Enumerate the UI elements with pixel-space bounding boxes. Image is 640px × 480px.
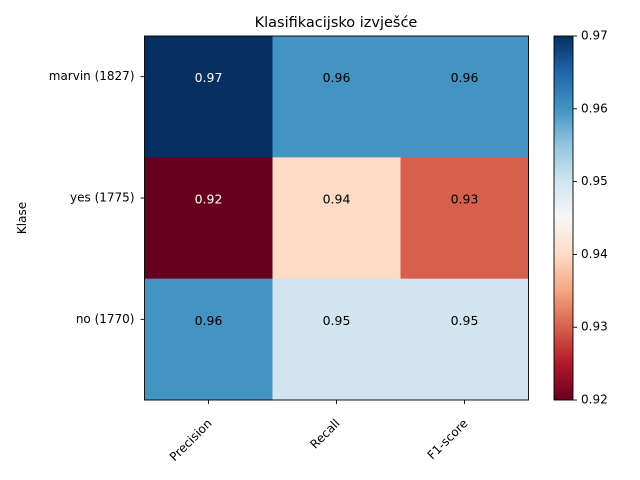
colorbar-tick-label: 0.95 (581, 174, 608, 188)
x-tick-label: F1-score (425, 416, 471, 462)
x-tick-label: Recall (307, 416, 342, 451)
colorbar-tick-label: 0.93 (581, 320, 608, 334)
y-tick-label: no (1770) (76, 312, 135, 326)
cell-value-label: 0.93 (451, 192, 479, 207)
x-tick-label: Precision (167, 416, 215, 464)
colorbar-tick-label: 0.97 (581, 29, 608, 43)
cell-value-label: 0.92 (195, 192, 223, 207)
y-tick-label: yes (1775) (70, 191, 134, 205)
x-axis-ticks: Precision Recall F1-score (167, 400, 471, 464)
heatmap-cells (144, 36, 529, 401)
y-tick-label: marvin (1827) (49, 69, 135, 83)
heatmap-cell (272, 36, 401, 158)
colorbar-ticks: 0.92 0.93 0.94 0.95 0.96 0.97 (573, 29, 608, 407)
cell-value-label: 0.95 (451, 313, 479, 328)
heatmap-cell (144, 36, 273, 158)
heatmap-cell-labels: 0.97 0.96 0.96 0.92 0.94 0.93 0.96 0.95 0.95 (195, 70, 479, 328)
heatmap-cell (144, 157, 273, 280)
colorbar-tick-label: 0.94 (581, 247, 608, 261)
heatmap-cell (400, 278, 529, 401)
heatmap-cell (400, 36, 529, 158)
cell-value-label: 0.96 (195, 313, 223, 328)
y-axis-label: Klase (15, 202, 29, 234)
cell-value-label: 0.96 (323, 70, 351, 85)
cell-value-label: 0.96 (451, 70, 479, 85)
cell-value-label: 0.95 (323, 313, 351, 328)
colorbar-tick-label: 0.96 (581, 101, 608, 115)
cell-value-label: 0.94 (323, 192, 351, 207)
colorbar (553, 35, 574, 401)
y-axis-ticks: marvin (1827) yes (1775) no (1770) (49, 69, 145, 326)
chart-title: Klasifikacijsko izvješće (255, 15, 418, 31)
cell-value-label: 0.97 (195, 70, 223, 85)
colorbar-tick-label: 0.92 (581, 393, 608, 407)
heatmap-cell (272, 157, 401, 280)
heatmap-cell (400, 157, 529, 280)
heatmap-cell (272, 278, 401, 401)
heatmap-cell (144, 278, 273, 401)
